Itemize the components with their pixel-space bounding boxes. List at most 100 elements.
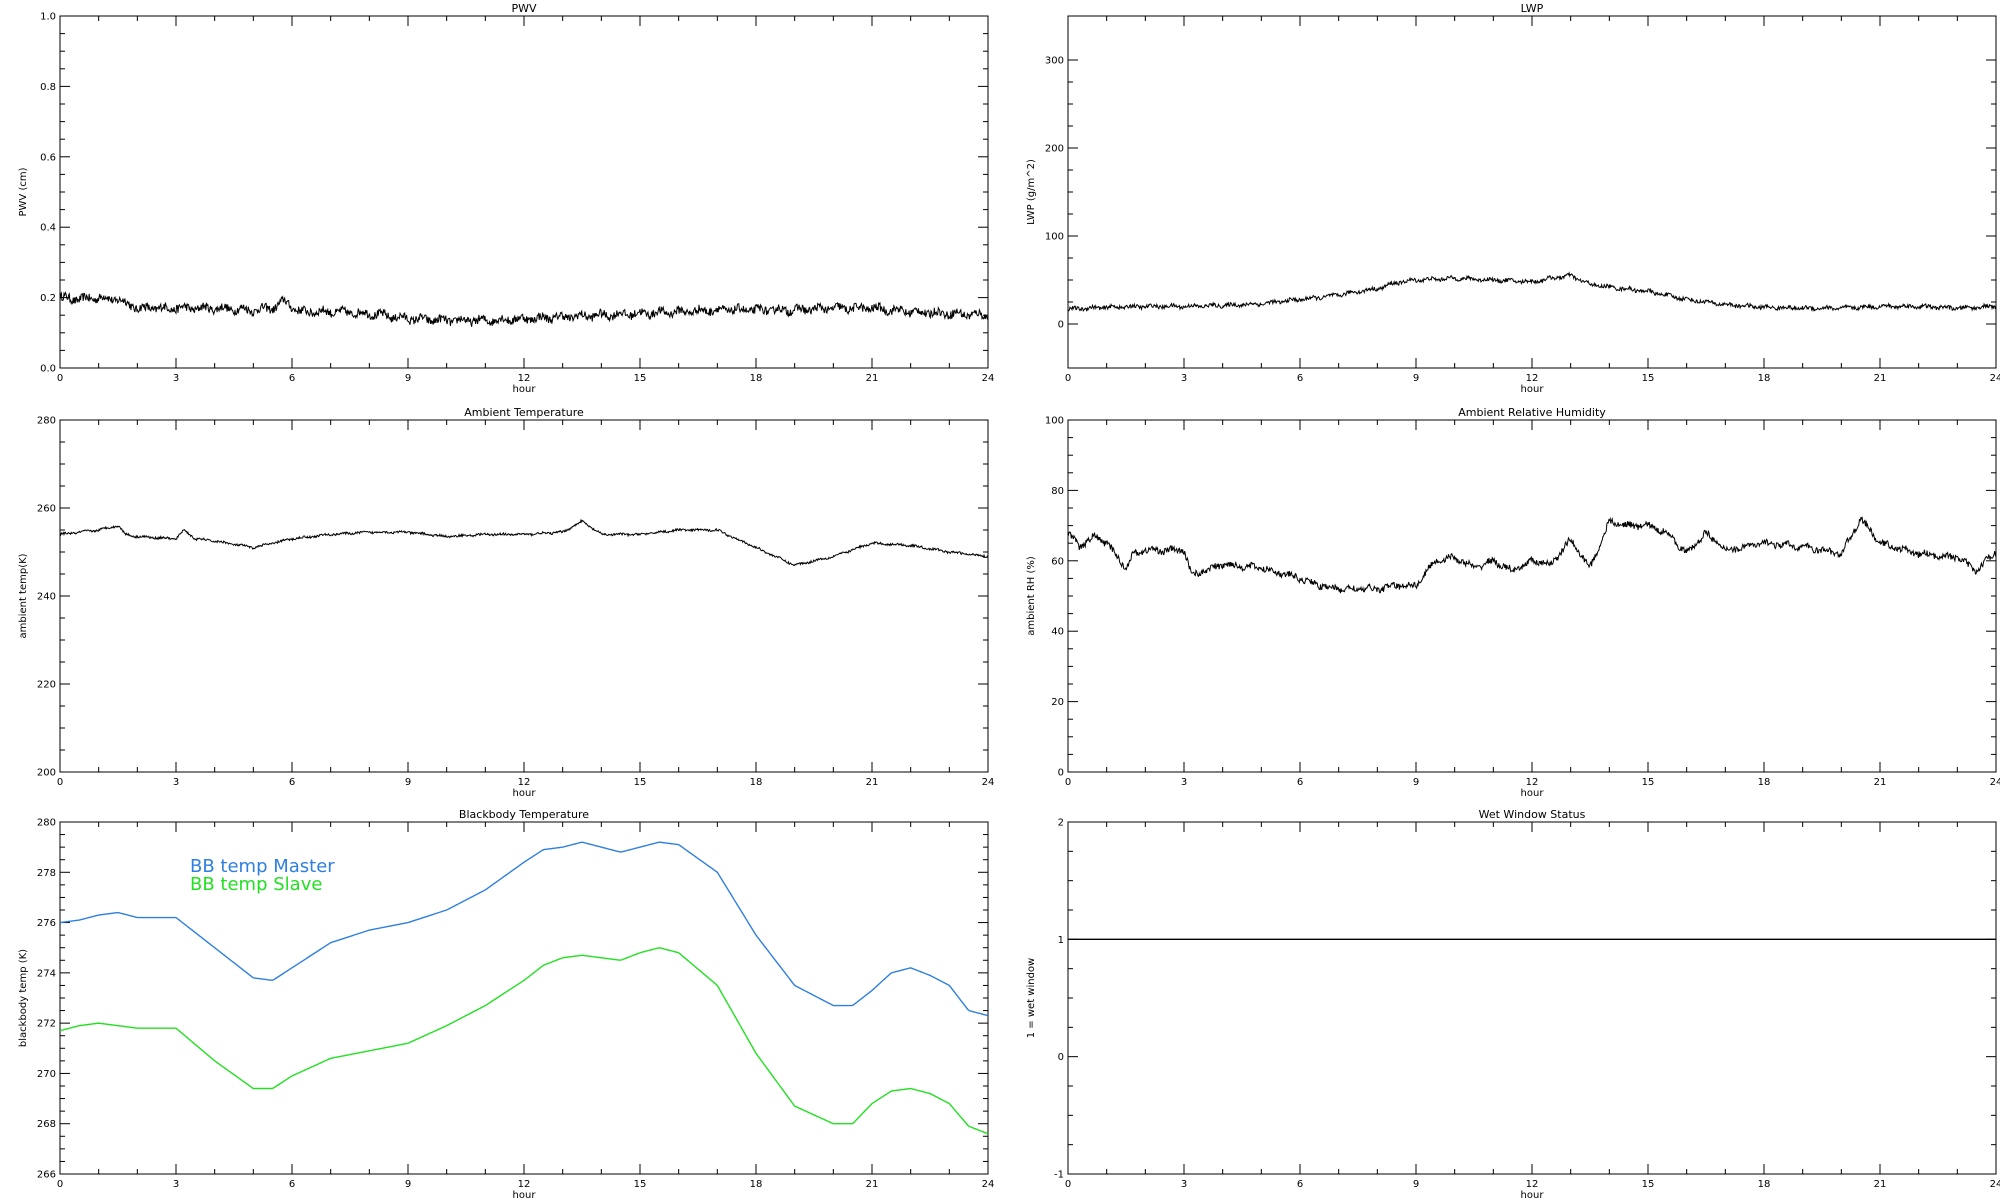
y-tick-label: 260 xyxy=(37,504,56,515)
y-tick-label: 100 xyxy=(1045,232,1064,243)
x-tick-label: 24 xyxy=(982,373,995,384)
x-tick-label: 12 xyxy=(1526,373,1539,384)
x-tick-label: 24 xyxy=(1990,1179,2000,1190)
x-tick-label: 0 xyxy=(57,1179,63,1190)
x-tick-label: 15 xyxy=(634,373,647,384)
y-tick-label: 266 xyxy=(37,1170,56,1181)
series-line-0 xyxy=(1068,516,1996,594)
x-tick-label: 12 xyxy=(1526,777,1539,788)
x-axis-label: hour xyxy=(1521,384,1545,395)
x-tick-label: 21 xyxy=(1874,1179,1887,1190)
series-line-0 xyxy=(60,518,988,567)
x-tick-label: 21 xyxy=(1874,373,1887,384)
x-tick-label: 3 xyxy=(1181,777,1187,788)
x-tick-label: 21 xyxy=(866,1179,879,1190)
y-axis-label: LWP (g/m^2) xyxy=(1026,159,1037,225)
y-tick-label: 274 xyxy=(37,968,56,979)
y-tick-label: 280 xyxy=(37,818,56,829)
plot-frame xyxy=(59,419,989,773)
y-tick-label: 0 xyxy=(1058,320,1064,331)
x-tick-label: 9 xyxy=(1413,777,1419,788)
x-tick-label: 15 xyxy=(1642,777,1655,788)
plot-frame xyxy=(1067,15,1997,369)
series-line-0 xyxy=(60,841,988,1017)
y-tick-label: 0.0 xyxy=(40,364,56,375)
y-tick-label: 60 xyxy=(1051,556,1064,567)
y-axis-label: blackbody temp (K) xyxy=(18,949,29,1047)
chart-panel-2: Ambient Temperature 0 3 6 9 12 15 18 21 24 hour 200… xyxy=(18,406,994,799)
x-tick-label: 24 xyxy=(1990,373,2000,384)
x-tick-label: 21 xyxy=(866,777,879,788)
y-axis-label: PWV (cm) xyxy=(18,167,29,216)
y-tick-label: 20 xyxy=(1051,697,1064,708)
chart-title: Ambient Relative Humidity xyxy=(1458,406,1606,419)
y-tick-label: 0.8 xyxy=(40,82,56,93)
x-tick-label: 24 xyxy=(982,1179,995,1190)
chart-title: Blackbody Temperature xyxy=(459,808,589,821)
chart-panel-1: LWP 0 3 6 9 12 15 18 21 24 hour 0 100 200 300 LWP (g/m^… xyxy=(1026,2,2000,395)
x-tick-label: 12 xyxy=(518,373,531,384)
x-tick-label: 21 xyxy=(1874,777,1887,788)
y-tick-label: 1 xyxy=(1058,935,1064,946)
series-line-0 xyxy=(60,291,988,327)
x-tick-label: 0 xyxy=(57,373,63,384)
x-axis-label: hour xyxy=(513,788,537,799)
plot-frame xyxy=(59,15,989,369)
chart-title: Wet Window Status xyxy=(1479,808,1586,821)
y-tick-label: 200 xyxy=(37,768,56,779)
series-line-1 xyxy=(60,947,988,1135)
x-tick-label: 21 xyxy=(866,373,879,384)
x-tick-label: 6 xyxy=(1297,373,1303,384)
x-axis-label: hour xyxy=(1521,1190,1545,1200)
y-axis-label: 1 = wet window xyxy=(1026,958,1037,1038)
x-tick-label: 6 xyxy=(1297,777,1303,788)
x-tick-label: 18 xyxy=(1758,777,1771,788)
y-tick-label: 40 xyxy=(1051,627,1064,638)
x-tick-label: 18 xyxy=(750,777,763,788)
x-tick-label: 6 xyxy=(1297,1179,1303,1190)
y-tick-label: 220 xyxy=(37,680,56,691)
x-tick-label: 15 xyxy=(634,1179,647,1190)
chart-title: LWP xyxy=(1521,2,1544,15)
x-tick-label: 24 xyxy=(1990,777,2000,788)
chart-panel-0: PWV 0 3 6 9 12 15 18 21 24 hour 0.0 0.2 0.4 0.6 0.8 1.0 P… xyxy=(18,2,994,395)
x-tick-label: 0 xyxy=(57,777,63,788)
chart-title: Ambient Temperature xyxy=(464,406,584,419)
x-tick-label: 0 xyxy=(1065,373,1071,384)
x-tick-label: 18 xyxy=(1758,1179,1771,1190)
y-tick-label: 80 xyxy=(1051,486,1064,497)
y-tick-label: 268 xyxy=(37,1119,56,1130)
y-tick-label: 100 xyxy=(1045,416,1064,427)
x-tick-label: 3 xyxy=(1181,1179,1187,1190)
plot-frame xyxy=(1067,419,1997,773)
chart-panel-3: Ambient Relative Humidity 0 3 6 9 12 15 18 21 24 h… xyxy=(1026,406,2000,799)
x-axis-label: hour xyxy=(1521,788,1545,799)
legend-entry: BB temp Master xyxy=(190,856,335,877)
x-tick-label: 15 xyxy=(1642,373,1655,384)
x-tick-label: 3 xyxy=(173,373,179,384)
y-tick-label: 2 xyxy=(1058,818,1064,829)
y-tick-label: 0 xyxy=(1058,768,1064,779)
x-tick-label: 0 xyxy=(1065,1179,1071,1190)
y-tick-label: -1 xyxy=(1054,1170,1064,1181)
x-tick-label: 18 xyxy=(750,373,763,384)
x-tick-label: 6 xyxy=(289,373,295,384)
y-tick-label: 0.2 xyxy=(40,293,56,304)
x-tick-label: 9 xyxy=(1413,373,1419,384)
y-tick-label: 280 xyxy=(37,416,56,427)
x-tick-label: 15 xyxy=(1642,1179,1655,1190)
y-tick-label: 278 xyxy=(37,868,56,879)
x-tick-label: 18 xyxy=(1758,373,1771,384)
x-tick-label: 12 xyxy=(1526,1179,1539,1190)
x-axis-label: hour xyxy=(513,384,537,395)
y-tick-label: 276 xyxy=(37,918,56,929)
plot-frame xyxy=(1067,821,1997,1175)
x-tick-label: 9 xyxy=(405,373,411,384)
x-tick-label: 12 xyxy=(518,1179,531,1190)
x-tick-label: 0 xyxy=(1065,777,1071,788)
y-tick-label: 300 xyxy=(1045,56,1064,67)
y-tick-label: 240 xyxy=(37,592,56,603)
x-tick-label: 3 xyxy=(173,1179,179,1190)
